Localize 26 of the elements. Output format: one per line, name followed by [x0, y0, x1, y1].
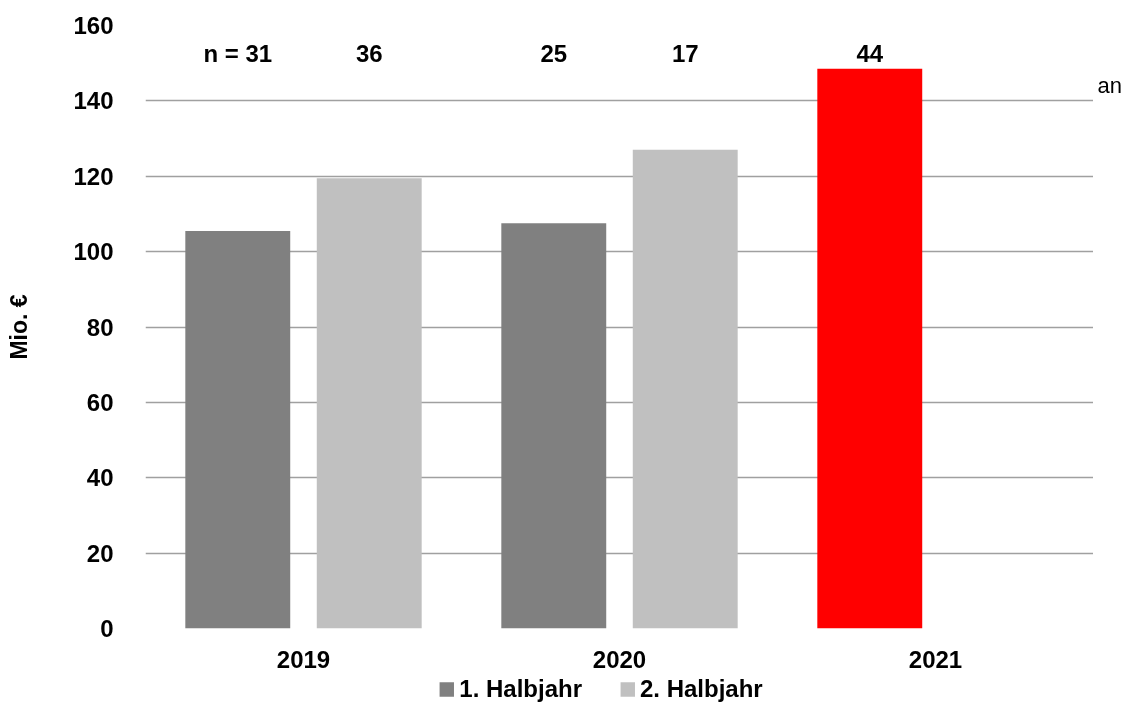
annotation: 36 — [355, 39, 383, 67]
y-tick-label: 100 — [73, 238, 114, 266]
y-tick-label: 80 — [86, 313, 114, 341]
bar — [316, 178, 422, 629]
annotation: 25 — [540, 39, 568, 67]
bar — [501, 223, 607, 629]
x-tick-label: 2019 — [276, 645, 331, 673]
legend-label: 2. Halbjahr — [640, 675, 763, 703]
y-tick-label: 160 — [73, 12, 114, 39]
bar — [185, 230, 291, 629]
y-tick-label: 0 — [100, 615, 114, 642]
y-tick-label: 140 — [73, 87, 114, 115]
y-tick-label: 20 — [86, 539, 114, 567]
bar — [817, 68, 923, 629]
annotation: 44 — [856, 39, 884, 67]
text: an — [1097, 73, 1123, 99]
y-tick-label: 60 — [86, 388, 114, 416]
y-tick-label: 120 — [73, 162, 114, 190]
x-tick-label: 2021 — [908, 645, 963, 673]
annotation: 17 — [671, 39, 699, 67]
y-axis-title: Mio. € — [6, 294, 33, 360]
y-tick-label: 40 — [86, 464, 114, 492]
bar — [632, 149, 738, 629]
annotation: n = 31 — [203, 39, 273, 67]
x-tick-label: 2020 — [592, 645, 647, 673]
legend-label: 1. Halbjahr — [459, 675, 582, 703]
